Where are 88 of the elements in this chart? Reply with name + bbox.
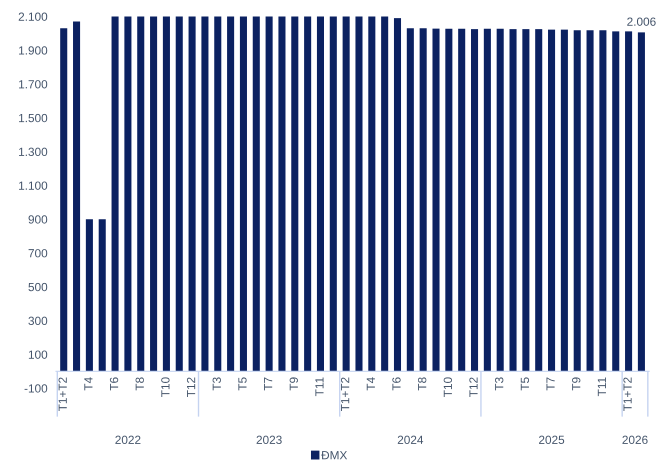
bar [496,28,504,372]
bar [445,28,452,372]
y-tick-label: 1.100 [19,181,48,190]
x-tick-label: T8 [418,377,426,390]
y-tick-label: -100 [24,384,48,393]
x-tick-label: T7 [546,377,555,390]
bar [548,30,556,372]
bar [355,16,363,372]
bar [484,28,491,372]
bar [188,16,196,372]
x-tick-label: T10 [161,377,170,397]
y-tick-label: 2.100 [18,12,48,21]
x-tick-label: T1+T2 [623,377,632,412]
bar [278,16,286,372]
bar [368,16,376,372]
bar [432,28,440,372]
bar [470,29,478,372]
bar [612,31,620,372]
y-tick-label: 700 [28,249,48,258]
bar [560,30,568,372]
bar [124,16,132,372]
text: 2025 [539,436,564,444]
legend-label: ĐMX [321,451,348,460]
y-tick-label: 500 [28,282,48,292]
bar [86,219,93,372]
bar [240,16,247,372]
y-tick-label: 1.300 [19,148,48,156]
x-tick-label: T11 [598,377,606,396]
bar [638,32,645,372]
text: 2026 [622,436,648,444]
y-tick-label: 1.900 [19,46,48,55]
x-tick-label: T12 [469,377,478,397]
bar [112,16,119,372]
y-tick-label: 1.500 [19,114,48,122]
text: 2023 [256,436,282,444]
x-tick-label: T8 [136,377,144,390]
x-tick-label: T4 [84,377,92,390]
bar [304,16,312,372]
x-tick-label: T6 [392,377,401,390]
y-tick-label: 1.700 [19,80,48,88]
bar [266,16,273,372]
bar [535,29,542,372]
bar [420,28,427,372]
x-tick-label: T6 [110,377,118,390]
bar [586,30,594,372]
bar [381,16,388,372]
y-tick-label: 900 [28,215,48,224]
bar [176,16,183,372]
x-tick-label: T10 [444,377,452,397]
bar [201,16,208,372]
bar [98,219,106,372]
y-tick-label: 300 [28,316,48,326]
bar [522,29,530,372]
x-tick-label: T1+T2 [340,377,350,412]
bar [291,16,298,372]
data-label: 2.006 [627,17,656,26]
bar [162,16,170,372]
bar [510,29,517,372]
x-tick-label: T9 [572,377,580,390]
bar [458,28,466,372]
y-tick-label: 100 [28,350,48,359]
bar [599,30,606,372]
bar [316,16,324,372]
x-tick-label: T11 [315,377,324,396]
bar [252,16,260,372]
bar [394,18,402,372]
bar [574,30,581,372]
x-tick-label: T4 [366,377,375,390]
x-tick-label: T3 [212,377,221,390]
bar [150,16,158,372]
x-tick-label: T3 [495,377,504,390]
x-tick-label: T7 [264,377,272,390]
bar [227,16,234,372]
bar [214,16,222,372]
bar [73,22,80,372]
bar [342,16,350,372]
bar [330,16,337,372]
x-tick-label: T1+T2 [58,377,67,412]
x-tick-label: T5 [238,377,247,390]
x-tick-label: T5 [520,377,530,390]
x-tick-label: T9 [290,377,298,390]
x-tick-label: T12 [186,377,196,397]
text: 2024 [398,436,424,444]
bar [137,16,144,372]
text: 2022 [115,436,140,444]
bar [625,31,632,372]
bar [60,28,68,372]
bar [406,28,414,372]
